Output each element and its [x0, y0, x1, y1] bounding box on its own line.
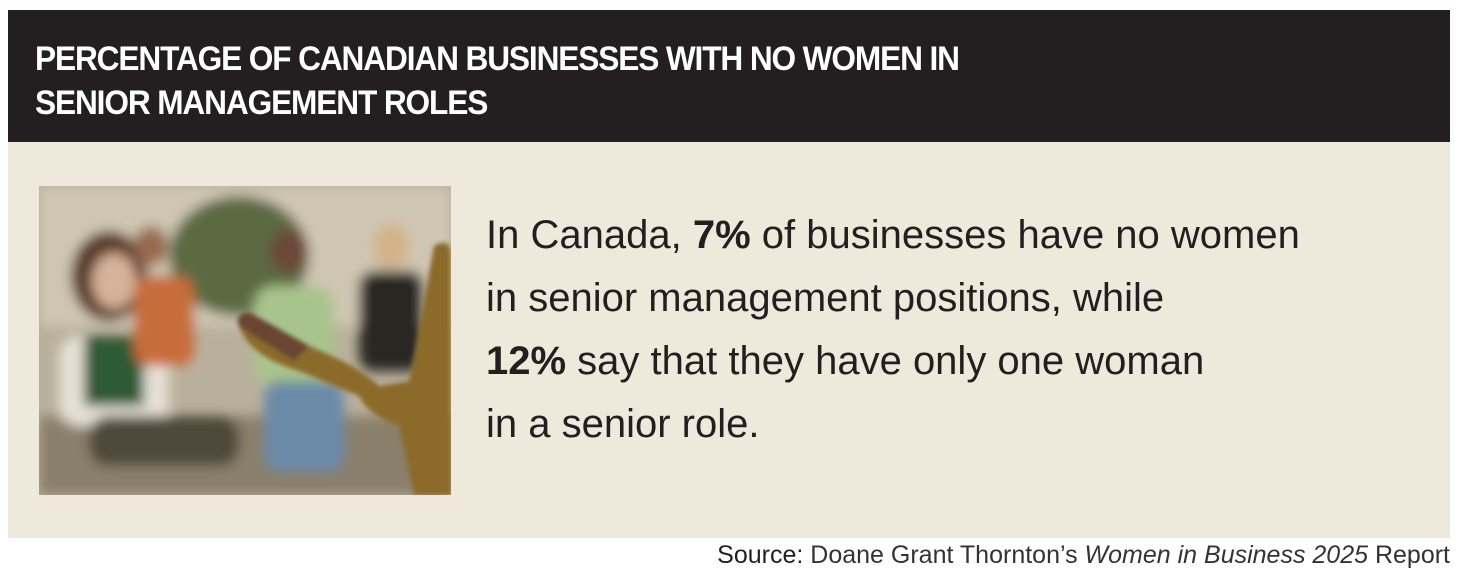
source-text: Report — [1368, 541, 1450, 569]
text-line: In Canada, 7% of businesses have no wome… — [486, 204, 1300, 267]
photo — [39, 186, 451, 495]
highlight: 12% — [486, 339, 567, 383]
text: In Canada, — [486, 213, 693, 257]
text: in senior management positions, while — [486, 276, 1165, 320]
source-text: Women in Business 2025 — [1084, 541, 1369, 569]
panel: In Canada, 7% of businesses have no wome… — [8, 142, 1450, 538]
text-line: in a senior role. — [486, 393, 1300, 456]
text-line: 12% say that they have only one woman — [486, 330, 1300, 393]
text: say that they have only one woman — [566, 339, 1205, 383]
source: Source: Doane Grant Thornton’s Women in … — [717, 541, 1450, 570]
text-line: in senior management positions, while — [486, 267, 1300, 330]
title-line: SENIOR MANAGEMENT ROLES — [35, 84, 488, 122]
text: in a senior role. — [486, 402, 760, 446]
text: of businesses have no women — [750, 213, 1300, 257]
source-text: Doane Grant Thornton’s — [810, 541, 1085, 569]
header: PERCENTAGE OF CANADIAN BUSINESSES WITH N… — [8, 10, 1450, 142]
highlight: 7% — [692, 213, 751, 257]
paragraph: In Canada, 7% of businesses have no wome… — [486, 204, 1300, 456]
source-text: Source: — [717, 541, 811, 569]
title-line: PERCENTAGE OF CANADIAN BUSINESSES WITH N… — [35, 40, 960, 78]
